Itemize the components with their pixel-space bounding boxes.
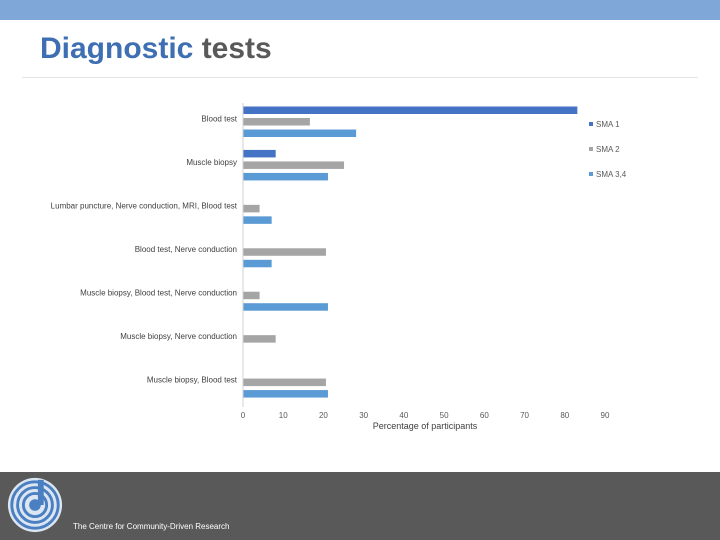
category-label: Lumbar puncture, Nerve conduction, MRI, … [51, 202, 238, 211]
bar-sma-3-4 [243, 303, 328, 311]
bar-chart: Blood test Muscle biopsy Lumbar puncture, … [51, 103, 627, 431]
legend-label: SMA 2 [596, 145, 620, 154]
x-tick-label: 30 [359, 411, 368, 420]
bar-sma-2 [243, 378, 326, 387]
x-tick-label: 40 [399, 411, 408, 420]
page-title: Diagnostic tests [40, 32, 272, 66]
x-axis-title: Percentage of participants [373, 421, 478, 431]
legend-label: SMA 3,4 [596, 170, 627, 179]
bar-sma-3-4 [243, 172, 328, 181]
bar-sma-2 [243, 248, 326, 256]
category-label: Muscle biopsy, Blood test, Nerve conduct… [80, 288, 237, 297]
bar-sma-1 [243, 149, 276, 158]
category-label: Muscle biopsy [186, 158, 237, 167]
top-accent-band [0, 0, 720, 20]
legend-label: SMA 1 [596, 120, 620, 129]
x-tick-label: 90 [601, 411, 610, 420]
bar-sma-3-4 [243, 390, 328, 398]
bar-sma-2 [243, 204, 260, 213]
category-label: Muscle biopsy, Nerve conduction [120, 332, 237, 341]
x-tick-label: 0 [241, 411, 246, 420]
category-label: Blood test, Nerve conduction [135, 245, 237, 254]
bar-sma-1 [243, 106, 578, 114]
x-tick-label: 80 [560, 411, 569, 420]
bar-sma-2 [243, 335, 276, 343]
title-divider [22, 77, 698, 78]
bar-sma-2 [243, 291, 260, 300]
legend-swatch [589, 172, 593, 176]
footer-organization-name: The Centre for Community-Driven Research [73, 522, 230, 531]
bar-sma-3-4 [243, 216, 272, 224]
bar-sma-2 [243, 161, 345, 169]
bar-sma-3-4 [243, 259, 272, 268]
x-tick-label: 20 [319, 411, 328, 420]
bar-sma-2 [243, 118, 310, 126]
page-title-rest: tests [193, 32, 272, 65]
legend-swatch [589, 147, 593, 151]
x-tick-label: 50 [440, 411, 449, 420]
x-tick-label: 10 [279, 411, 288, 420]
legend-swatch [589, 122, 593, 126]
category-label: Muscle biopsy, Blood test [147, 375, 238, 384]
footer-bar [0, 472, 720, 540]
organization-logo [7, 477, 63, 533]
x-tick-label: 70 [520, 411, 529, 420]
category-label: Blood test [201, 115, 237, 124]
bar-sma-3-4 [243, 129, 357, 137]
page-title-accent: Diagnostic [40, 32, 194, 65]
x-tick-label: 60 [480, 411, 489, 420]
